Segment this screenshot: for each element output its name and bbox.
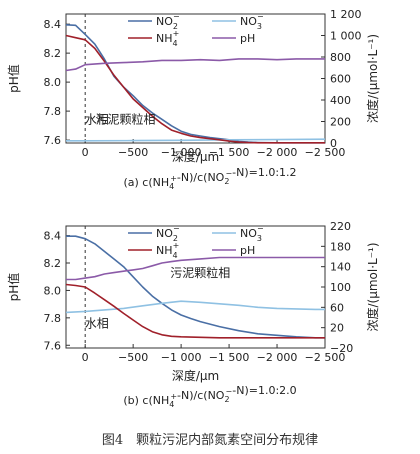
legend-label-ph: pH	[240, 244, 255, 257]
x-tick-label: −1 500	[209, 146, 250, 159]
annotation-label: 水相	[85, 113, 109, 127]
y-left-tick-label: 7.6	[44, 339, 62, 352]
legend-label-no2: NO2−	[156, 224, 180, 243]
legend-label-no3: NO3−	[240, 224, 264, 243]
y-right-tick-label: 0	[330, 137, 337, 150]
x-axis-label: 深度/μm	[172, 149, 219, 164]
y-right-tick-label: 60	[330, 301, 344, 314]
y-left-tick-label: 8.4	[44, 230, 62, 243]
y-left-tick-label: 8.0	[44, 284, 62, 297]
y-left-tick-label: 7.8	[44, 312, 62, 325]
x-tick-label: −2 500	[305, 351, 346, 364]
y-left-tick-label: 8.4	[44, 18, 62, 31]
y-left-tick-label: 8.0	[44, 76, 62, 89]
x-tick-label: −1 000	[161, 146, 202, 159]
x-tick-label: −1 500	[209, 351, 250, 364]
annotation-label: 污泥颗粒相	[95, 112, 155, 127]
series-line-nh4	[65, 34, 325, 144]
y-right-tick-label: 100	[330, 281, 351, 294]
legend-label-ph: pH	[240, 32, 255, 45]
y-right-tick-label: 1 200	[330, 8, 362, 21]
legend-label-nh4: NH4+	[156, 29, 179, 48]
x-tick-label: −1 000	[161, 351, 202, 364]
legend-label-no3: NO3−	[240, 12, 264, 31]
y-right-tick-label: 220	[330, 220, 351, 233]
x-tick-label: −500	[118, 146, 148, 159]
y-right-tick-label: 600	[330, 73, 351, 86]
annotation-label: 污泥颗粒相	[170, 265, 230, 280]
y-right-tick-label: 1 000	[330, 30, 362, 43]
series-line-ph	[65, 58, 325, 72]
figure-caption: 图4 颗粒污泥内部氮素空间分布规律	[102, 432, 318, 448]
y-right-axis-label: 浓度/(μmol·L⁻¹)	[365, 34, 380, 123]
y-left-tick-label: 8.2	[44, 257, 62, 270]
chart-panel-a: 0 −500 −1 000 −1 500 −2 000 −2 500 7.6 7.8 8.0 8.…	[6, 8, 380, 191]
y-right-tick-label: 800	[330, 51, 351, 64]
chart-panel-b: 0 −500 −1 000 −1 500 −2 000 −2 500 7.6 7.8 8.0 8.…	[6, 220, 380, 409]
legend-label-no2: NO2−	[156, 12, 180, 31]
y-right-axis-label: 浓度/(μmol·L⁻¹)	[365, 242, 380, 331]
y-right-tick-label: 200	[330, 116, 351, 129]
y-right-tick-label: 140	[330, 261, 351, 274]
y-right-tick-label: 400	[330, 94, 351, 107]
x-tick-label: −2 000	[257, 146, 298, 159]
x-tick-label: −500	[118, 351, 148, 364]
y-right-tick-label: 180	[330, 240, 351, 253]
legend-label-nh4: NH4+	[156, 241, 179, 260]
y-left-tick-label: 7.8	[44, 105, 62, 118]
y-left-axis-label: pH值	[6, 273, 21, 302]
series-line-no2	[66, 235, 325, 339]
panel-caption: (b) c(NH4+-N)/c(NO2−-N)=1.0:2.0	[123, 384, 296, 409]
x-tick-label: −2 000	[257, 351, 298, 364]
series-line-nh4	[65, 283, 325, 339]
x-tick-label: −2 500	[305, 146, 346, 159]
series-line-ph	[66, 256, 325, 281]
series-line-no3	[66, 138, 326, 142]
x-tick-label: 0	[82, 146, 89, 159]
y-right-tick-label: 20	[330, 322, 344, 335]
series-line-no3	[65, 300, 325, 314]
y-left-axis-label: pH值	[6, 64, 21, 93]
x-axis-label: 深度/μm	[172, 368, 219, 383]
y-left-tick-label: 7.6	[44, 134, 62, 147]
y-right-tick-label: −20	[330, 342, 353, 355]
annotation-label: 水相	[85, 317, 109, 331]
x-tick-label: 0	[82, 351, 89, 364]
panel-caption: (a) c(NH4+-N)/c(NO2−-N)=1.0:1.2	[123, 166, 296, 191]
y-left-tick-label: 8.2	[44, 47, 62, 60]
